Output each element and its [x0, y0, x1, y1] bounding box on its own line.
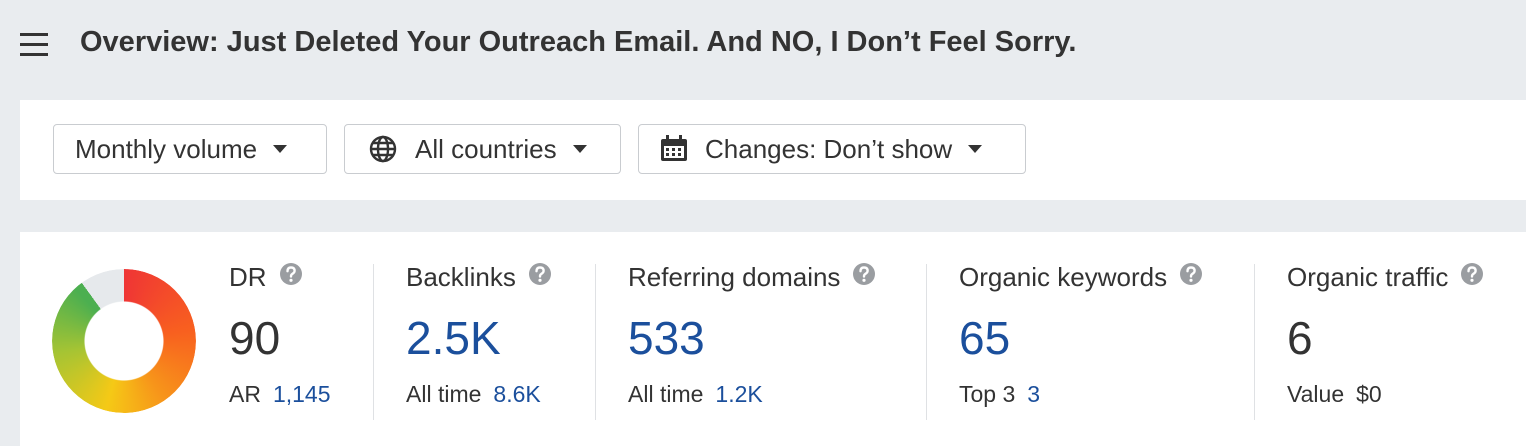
help-icon[interactable]: [1167, 262, 1203, 293]
metric: Organic traffic 6 Value $0: [1287, 262, 1484, 408]
metric: Referring domains 533 All time 1.2K: [628, 262, 876, 408]
metric: DR 90 AR 1,145: [229, 262, 331, 408]
metric-value[interactable]: 2.5K: [406, 312, 501, 364]
metric-label-text: Organic traffic: [1287, 262, 1449, 292]
divider: [595, 264, 596, 420]
sub-label: All time: [406, 381, 482, 407]
help-icon[interactable]: [516, 262, 552, 293]
help-icon[interactable]: [1448, 262, 1484, 293]
metric-value[interactable]: 65: [959, 312, 1011, 364]
sub-value[interactable]: 8.6K: [493, 381, 541, 407]
metric-sub: All time 8.6K: [406, 381, 552, 408]
sub-label: AR: [229, 381, 261, 407]
changes-dropdown[interactable]: Changes: Don’t show: [638, 124, 1026, 174]
help-icon[interactable]: [267, 262, 303, 293]
metric-label: Organic keywords: [959, 262, 1203, 293]
globe-icon: [369, 135, 397, 163]
metric-value: 90: [229, 312, 281, 364]
divider: [373, 264, 374, 420]
metrics-panel: [20, 232, 1526, 446]
dropdown-label: Changes: Don’t show: [705, 133, 953, 164]
metric-label: Organic traffic: [1287, 262, 1484, 293]
metric-label-text: Backlinks: [406, 262, 516, 292]
country-dropdown[interactable]: All countries: [344, 124, 621, 174]
metric-sub: AR 1,145: [229, 381, 331, 408]
sub-value[interactable]: 3: [1027, 381, 1041, 407]
caret: [273, 145, 288, 153]
sub-value: $0: [1356, 381, 1382, 407]
sub-label: All time: [628, 381, 704, 407]
metric-label: DR: [229, 262, 331, 293]
metric-label: Backlinks: [406, 262, 552, 293]
dr-gauge: [52, 269, 196, 413]
metric-label-text: DR: [229, 262, 267, 292]
divider: [1254, 264, 1255, 420]
page-title: Overview: Just Deleted Your Outreach Ema…: [80, 26, 1077, 58]
volume-dropdown[interactable]: Monthly volume: [53, 124, 327, 174]
metric-sub: Value $0: [1287, 381, 1484, 408]
metric-sub: All time 1.2K: [628, 381, 876, 408]
metric-value[interactable]: 533: [628, 312, 705, 364]
dropdown-label: Monthly volume: [75, 133, 258, 164]
sub-value[interactable]: 1.2K: [715, 381, 763, 407]
calendar-icon: [661, 135, 687, 161]
caret: [572, 145, 587, 153]
metric-label-text: Organic keywords: [959, 262, 1168, 292]
metric-value: 6: [1287, 312, 1313, 364]
metric: Organic keywords 65 Top 3 3: [959, 262, 1203, 408]
metric: Backlinks 2.5K All time 8.6K: [406, 262, 552, 408]
metric-label: Referring domains: [628, 262, 876, 293]
caret: [968, 145, 983, 153]
help-icon[interactable]: [840, 262, 876, 293]
sub-label: Top 3: [959, 381, 1016, 407]
dropdown-label: All countries: [415, 133, 557, 164]
divider: [926, 264, 927, 420]
sub-label: Value: [1287, 381, 1345, 407]
metric-label-text: Referring domains: [628, 262, 841, 292]
menu-icon[interactable]: [20, 32, 50, 58]
metric-sub: Top 3 3: [959, 381, 1203, 408]
sub-value[interactable]: 1,145: [272, 381, 331, 407]
